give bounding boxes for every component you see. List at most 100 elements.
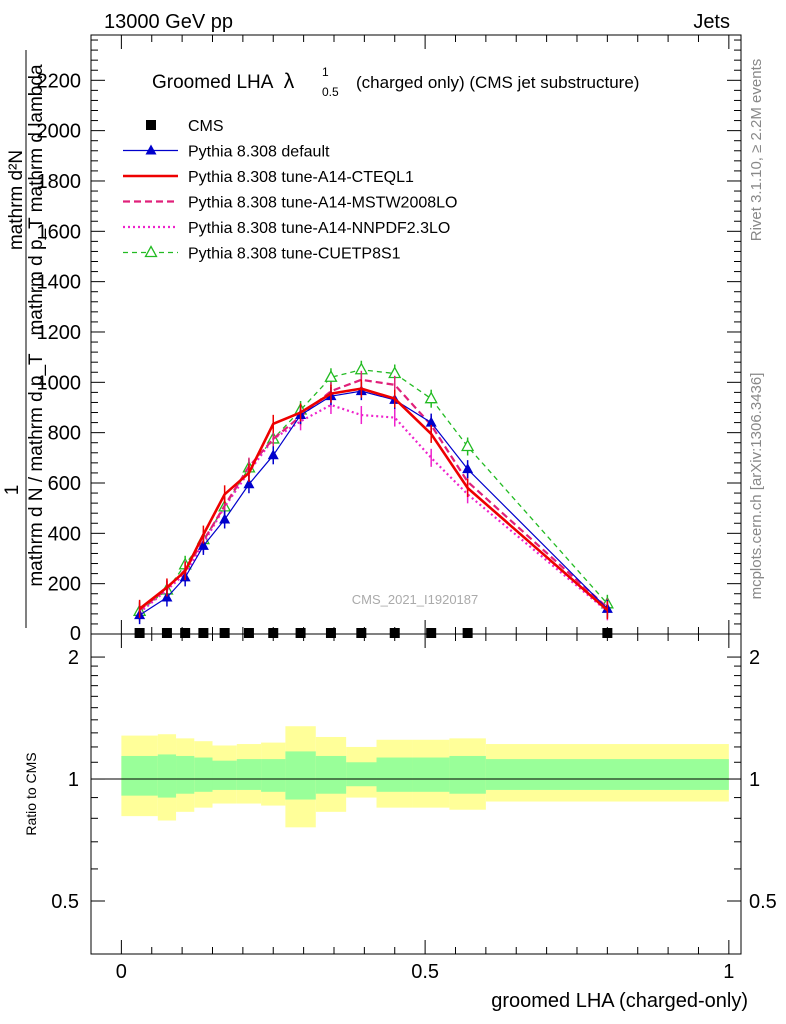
series-line [138,387,609,612]
ratio-band-segment [346,762,377,787]
ratio-band-segment [412,757,450,792]
main-plot: 200 400 600 800 1000 1200 1400 1600 1800 2000 2200… [37,34,742,645]
legend-entry: CMS [146,118,224,135]
main-y-tick-label: 2200 [37,70,82,92]
series-line [138,403,609,614]
series-point [425,416,437,427]
legend-entry: Pythia 8.308 tune-CUETP8S1 [123,245,401,263]
series-point [243,478,255,489]
plot-title-subscript: 0.5 [322,85,339,99]
ratio-y-tick-label: 1 [68,769,79,791]
ratio-band-segment [449,755,486,794]
series-point [134,628,145,638]
ratio-y-tick-label: 2 [68,647,79,669]
main-y-tick-label: 800 [48,423,81,445]
legend: CMS Pythia 8.308 default Pythia 8.308 tune… [123,118,457,263]
series-5 [132,360,614,621]
main-y-tick-label: 400 [48,523,81,545]
legend-label: Pythia 8.308 default [188,144,330,161]
main-y-tick-label: 2000 [37,121,82,143]
ratio-band-segment [121,755,158,796]
series-point [197,539,209,550]
header-left-label: 13000 GeV pp [104,11,233,33]
legend-marker [145,144,157,155]
x-tick-label: 1 [723,961,734,983]
main-y-axis-label: mathrm d²N mathrm d p_T mathrm d lambda … [2,50,47,628]
ratio-band-segment [236,759,262,790]
legend-label: CMS [188,118,224,135]
legend-entry: Pythia 8.308 default [123,144,330,161]
series-0 [134,628,613,638]
ratio-y-tick-label-right: 0.5 [749,891,777,913]
series-point [161,591,173,602]
plot-subtitle: (charged only) (CMS jet substructure) [356,73,639,92]
main-y-zero-label: 0 [70,623,81,645]
ratio-band-segment [485,759,729,790]
ratio-y-tick-label-right: 1 [749,769,760,791]
series-line [138,378,609,611]
ratio-y-tick-label-right: 2 [749,647,760,669]
main-y-tick-label: 200 [48,574,81,596]
series-point [295,628,306,638]
legend-label: Pythia 8.308 tune-CUETP8S1 [188,246,401,263]
main-y-tick-label: 600 [48,473,81,495]
ratio-axes: 0 0.5 1 0.5 0.5 1 1 2 2 [51,634,777,983]
series-point [426,628,437,638]
legend-marker [144,245,158,258]
series-point [461,439,475,452]
plot-title: Groomed LHA λ [152,70,295,93]
ylabel-numerator: mathrm d²N [6,150,27,250]
plot-title-text: Groomed LHA [152,72,274,93]
series-point [161,628,172,638]
plot-title-superscript: 1 [322,65,329,79]
ratio-band-segment [285,751,316,800]
ylabel-denominator: mathrm d N / mathrm d p_T [26,353,47,587]
analysis-watermark: CMS_2021_I1920187 [352,592,479,607]
series-point [219,628,230,638]
series-point [267,449,279,460]
series-4 [138,395,609,622]
series-3 [138,370,609,620]
series-point [219,513,231,524]
series-point [180,628,191,638]
ratio-band-segment [315,755,347,794]
series-point [424,391,438,404]
ratio-plot: 0 0.5 1 0.5 0.5 1 1 2 2 [51,633,777,983]
legend-label: Pythia 8.308 tune-A14-CTEQL1 [188,169,414,186]
plot-title-symbol: λ [284,70,295,93]
series-point [462,628,473,638]
x-tick-label: 0.5 [411,961,439,983]
legend-marker [146,120,156,130]
series-point [356,628,367,638]
series-line [139,390,608,616]
mcplots-label: mcplots.cern.ch [arXiv:1306.3436] [748,373,765,600]
x-tick-label: 0 [116,961,127,983]
legend-entry: Pythia 8.308 tune-A14-NNPDF2.3LO [123,220,450,237]
legend-label: Pythia 8.308 tune-A14-NNPDF2.3LO [188,220,450,237]
main-y-tick-label: 1200 [37,322,82,344]
series-point [324,369,338,382]
ratio-band-segment [261,759,286,792]
main-plot-content [132,360,614,638]
series-point [243,628,254,638]
series-point [462,463,474,474]
ylabel-numerator-overlay: mathrm d p_T mathrm d lambda [26,64,47,335]
legend-entry: Pythia 8.308 tune-A14-MSTW2008LO [123,195,457,212]
ratio-band-segment [212,760,237,790]
series-2 [138,379,609,620]
ratio-band-segment [194,757,213,792]
series-1 [134,382,613,625]
main-y-tick-label: 1800 [37,171,82,193]
series-point [198,628,209,638]
main-y-axis: 200 400 600 800 1000 1200 1400 1600 1800 2000 2200… [37,35,741,645]
ratio-band-segment [176,755,195,794]
series-point [325,628,336,638]
main-y-tick-label: 1400 [37,272,82,294]
main-y-tick-label: 1000 [37,372,82,394]
ratio-band-segment [157,754,177,798]
header-right-label: Jets [693,11,730,33]
legend-entry: Pythia 8.308 tune-A14-CTEQL1 [123,169,414,186]
ratio-band-segment [376,757,413,792]
ratio-y-tick-label: 0.5 [51,891,79,913]
